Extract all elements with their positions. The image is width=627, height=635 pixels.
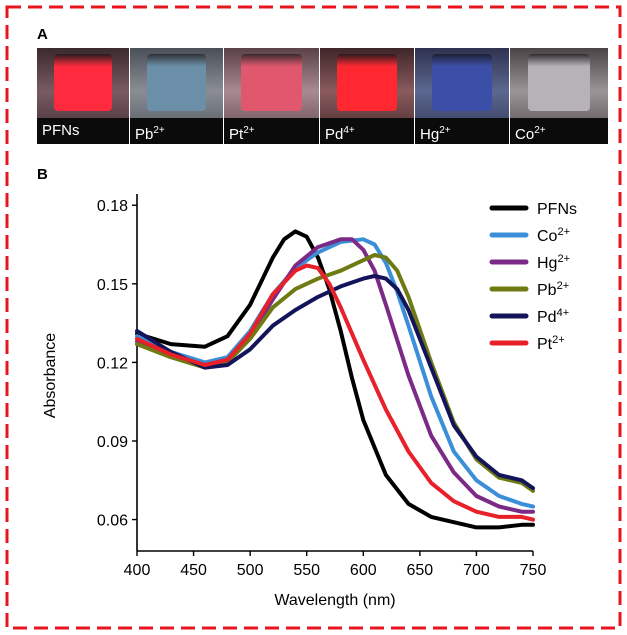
chart-axes: 400 450 500 550 600 650 700 750 0.06 0.09 0.12 0.15…	[42, 194, 546, 609]
vial-solution	[53, 53, 113, 112]
vial-solution	[336, 53, 398, 112]
y-tick-label: 0.12	[97, 355, 128, 372]
vial-solution	[527, 53, 591, 112]
vial-label: Pd4+	[320, 118, 414, 144]
y-tick-label: 0.09	[97, 434, 128, 451]
series-line-pd	[135, 274, 535, 491]
y-axis-label: Absorbance	[42, 333, 59, 418]
vial-label: Pb2+	[130, 118, 223, 144]
vial-solution	[431, 53, 493, 112]
x-tick-label: 700	[463, 562, 490, 579]
legend-label-hg: Hg2+	[537, 253, 570, 272]
x-tick-label: 750	[520, 562, 547, 579]
vial-pb: Pb2+	[130, 48, 223, 144]
chart-legend: PFNs Co2+ Hg2+ Pb2+ Pd4+ Pt2+	[489, 201, 577, 353]
x-tick-label: 500	[237, 562, 264, 579]
x-tick-label: 400	[124, 562, 151, 579]
series-line-co	[135, 237, 535, 509]
x-tick-label: 650	[407, 562, 434, 579]
panel-b-label: B	[37, 166, 48, 183]
chart-series	[135, 229, 535, 530]
x-tick-label: 450	[180, 562, 207, 579]
vial-pd: Pd4+	[320, 48, 414, 144]
series-line-pfns	[135, 229, 535, 530]
panel-a-label: A	[37, 26, 48, 43]
vial-solution	[146, 53, 207, 112]
vial-label: Hg2+	[415, 118, 509, 144]
vial-solution	[241, 53, 302, 112]
y-tick-label: 0.06	[97, 513, 128, 530]
legend-label-pb: Pb2+	[537, 280, 569, 299]
y-tick-label: 0.18	[97, 198, 128, 215]
series-line-pt	[135, 263, 535, 522]
legend-label-pt: Pt2+	[537, 334, 565, 353]
vial-photo-strip: PFNs Pb2+ Pt2+ Pd4+ Hg2+ Co2+	[37, 48, 608, 144]
legend-label-pd: Pd4+	[537, 307, 569, 326]
x-tick-label: 550	[293, 562, 320, 579]
y-tick-label: 0.15	[97, 277, 128, 294]
series-line-hg	[135, 237, 535, 514]
vial-label: Pt2+	[224, 118, 319, 144]
vial-label: PFNs	[37, 118, 129, 144]
vial-pfns: PFNs	[37, 48, 129, 144]
legend-label-pfns: PFNs	[537, 201, 577, 218]
absorbance-chart: 400 450 500 550 600 650 700 750 0.06 0.09 0.12 0.15…	[42, 194, 577, 609]
vial-co: Co2+	[510, 48, 608, 144]
vial-pt: Pt2+	[224, 48, 319, 144]
x-tick-label: 600	[350, 562, 377, 579]
legend-label-co: Co2+	[537, 226, 570, 245]
x-axis-label: Wavelength (nm)	[274, 592, 395, 609]
vial-label: Co2+	[510, 118, 608, 144]
vial-hg: Hg2+	[415, 48, 509, 144]
